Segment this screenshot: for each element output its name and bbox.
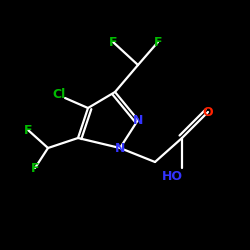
Text: F: F [24,124,32,136]
Text: F: F [31,162,39,174]
Text: N: N [133,114,143,126]
Text: F: F [154,36,162,49]
Text: HO: HO [162,170,182,182]
Text: O: O [203,106,213,118]
Text: Cl: Cl [52,88,66,101]
Text: F: F [109,36,117,49]
Text: N: N [115,142,125,154]
